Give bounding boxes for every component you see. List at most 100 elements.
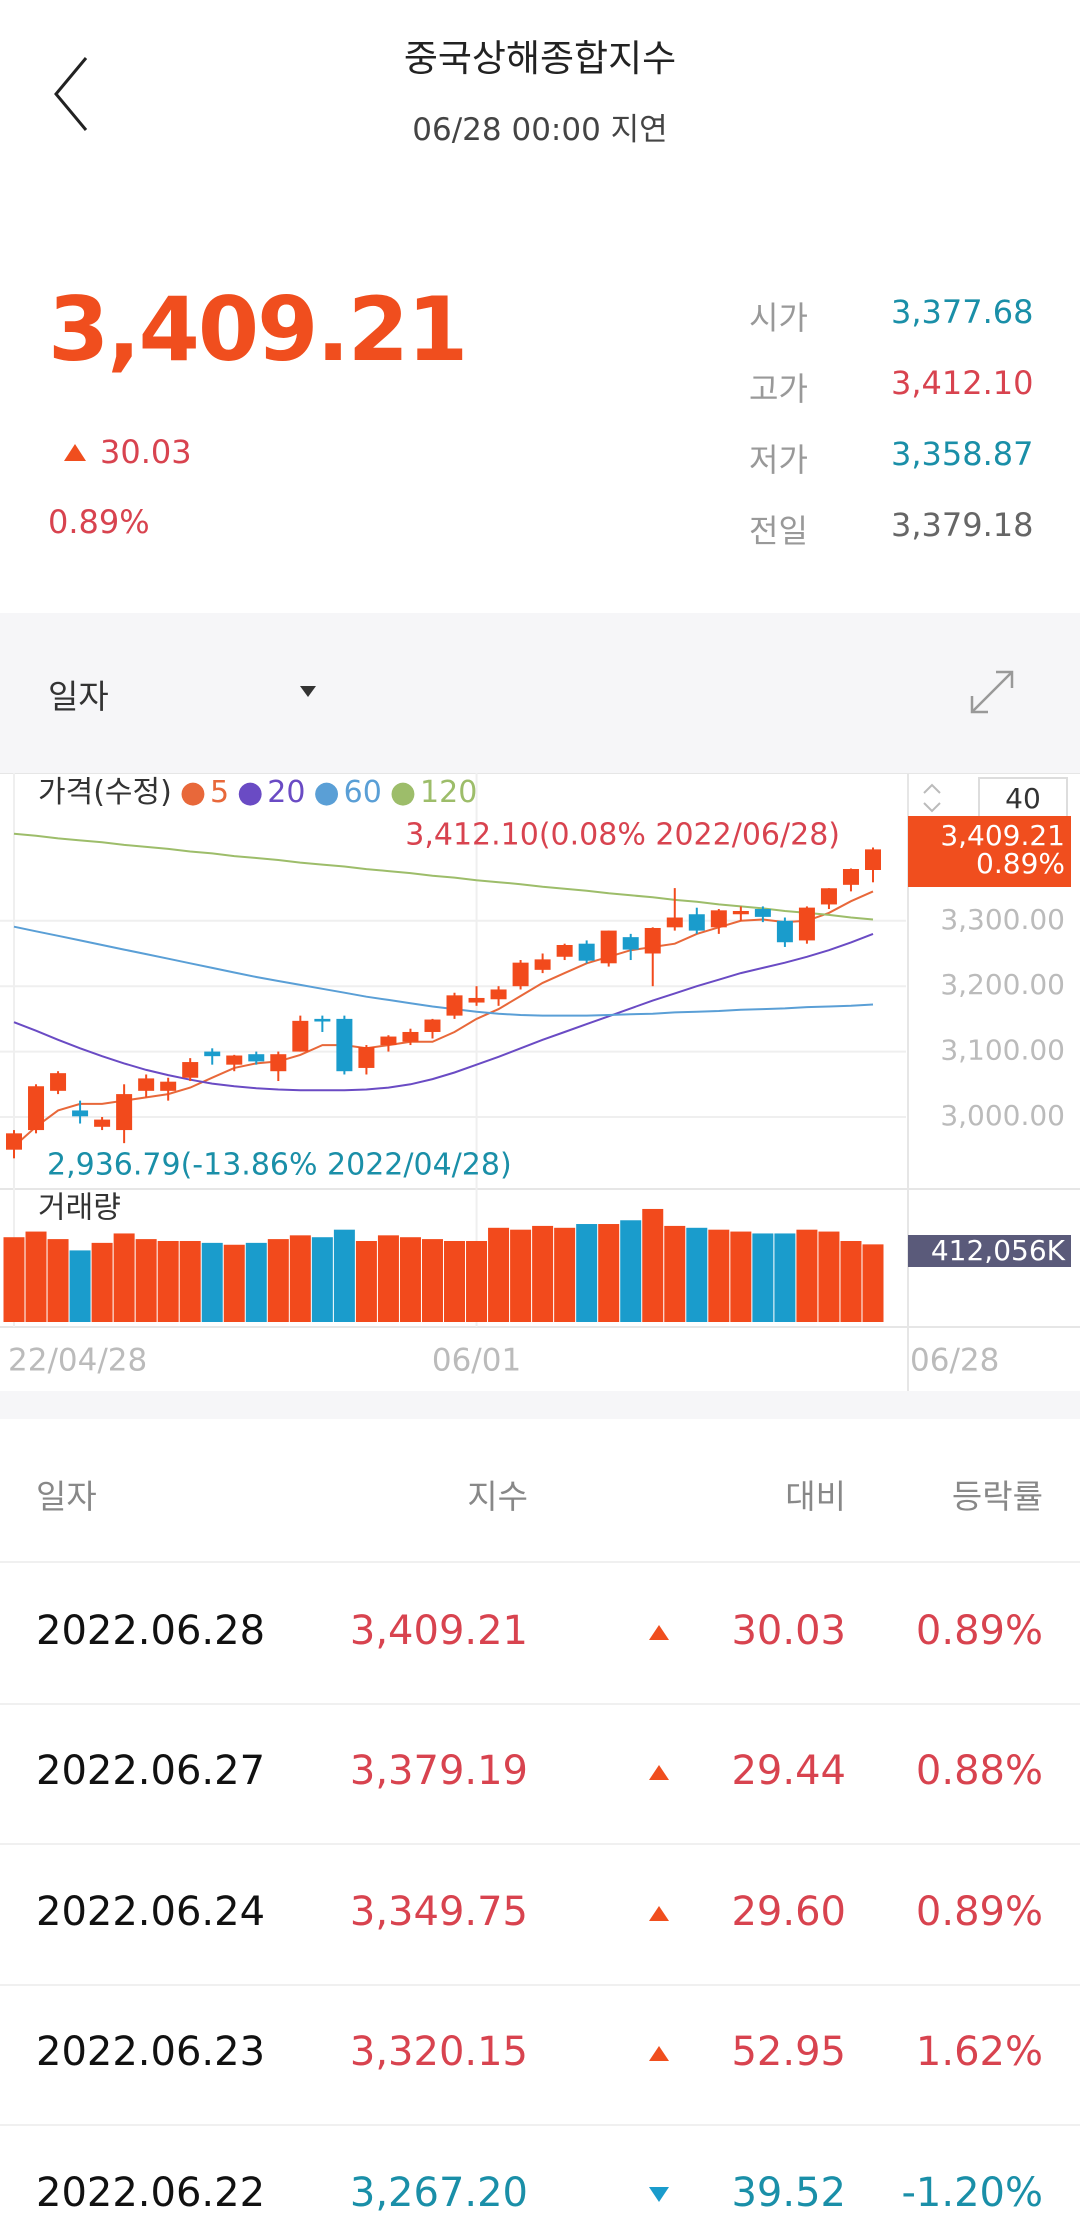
volume-bar: [47, 1239, 69, 1322]
volume-bar: [311, 1237, 333, 1322]
candle-body: [732, 910, 749, 915]
cell: 29.60: [731, 1889, 846, 1935]
cell: 30.03: [731, 1608, 846, 1654]
legend-dot: ●: [313, 775, 339, 810]
candle-body: [842, 869, 859, 885]
x-tick-label: 22/04/28: [8, 1343, 147, 1379]
legend-title: 가격(수정): [38, 775, 172, 810]
volume-bar: [686, 1227, 708, 1322]
candle-body: [72, 1110, 89, 1117]
candle-body: [578, 943, 595, 961]
candle-body: [798, 907, 815, 941]
volume-bar: [399, 1237, 421, 1322]
period-select[interactable]: 일자: [48, 677, 109, 716]
candle-body: [116, 1094, 133, 1131]
cell: 3,409.21: [349, 1608, 528, 1654]
chart-toolbar: [0, 613, 1080, 773]
volume-bar: [377, 1235, 399, 1322]
cell: 52.95: [731, 2029, 846, 2075]
price: 3,409.21: [48, 278, 468, 381]
cell: 0.88%: [915, 1748, 1043, 1794]
cell: 2022.06.27: [36, 1748, 266, 1794]
row-separator: [0, 2124, 1080, 2126]
volume-bar: [444, 1240, 466, 1322]
stat-value: 3,412.10: [891, 364, 1034, 402]
cell: 29.44: [731, 1748, 846, 1794]
volume-bar: [488, 1227, 510, 1322]
volume-bar: [510, 1229, 532, 1322]
candle-body: [380, 1036, 397, 1046]
volume-bar: [223, 1244, 245, 1322]
candle-body: [820, 888, 837, 905]
candle-body: [160, 1081, 177, 1091]
row-separator: [0, 1984, 1080, 1986]
expand-button[interactable]: [968, 668, 1016, 716]
volume-bar: [620, 1220, 642, 1322]
volume-bar: [355, 1240, 377, 1322]
stat-value: 3,358.87: [891, 435, 1034, 473]
y-tick-label: 3,300.00: [940, 903, 1065, 936]
candle-body: [292, 1020, 309, 1052]
candle-body: [50, 1073, 67, 1091]
volume-bar: [157, 1240, 179, 1322]
candle-body: [754, 909, 771, 917]
cell: 1.62%: [915, 2029, 1043, 2075]
volume-bar: [554, 1227, 576, 1322]
y-tick-label: 3,000.00: [940, 1099, 1065, 1132]
volume-bar: [267, 1239, 289, 1322]
candle-body: [490, 989, 507, 1000]
volume-bar: [113, 1233, 135, 1322]
volume-bar: [642, 1208, 664, 1322]
legend-name: 60: [344, 775, 382, 810]
candle-body: [28, 1086, 45, 1131]
stat-label: 전일: [749, 512, 808, 550]
candle-body: [270, 1054, 287, 1072]
volume-badge-value: 412,056K: [931, 1234, 1066, 1267]
volume-label: 거래량: [38, 1191, 121, 1226]
candle-body: [512, 962, 529, 987]
candle-body: [644, 927, 661, 954]
candle-body: [556, 944, 573, 957]
subtitle: 06/28 00:00 지연: [412, 112, 668, 148]
legend-name: 120: [420, 775, 477, 810]
candle-body: [6, 1133, 22, 1150]
up-arrow: [649, 2046, 669, 2061]
y-tick-label: 3,100.00: [940, 1034, 1065, 1067]
candle-body: [446, 995, 463, 1016]
chart: 3,000.00 3,100.00 3,200.00 3,300.00 22/04/28…: [0, 773, 1080, 1391]
up-arrow: [649, 1625, 669, 1640]
candle-body: [600, 930, 617, 964]
volume-bar: [730, 1231, 752, 1322]
volume-bar: [69, 1250, 91, 1322]
volume-bar: [179, 1240, 201, 1322]
zoom-value: 40: [1005, 782, 1041, 815]
dropdown-arrow[interactable]: [300, 686, 316, 697]
volume-bar: [818, 1231, 840, 1322]
cell: 0.89%: [915, 1889, 1043, 1935]
volume-bar: [201, 1242, 223, 1322]
ma-line: [13, 832, 874, 921]
volume-bar: [532, 1225, 554, 1322]
cell: -1.20%: [901, 2170, 1043, 2216]
column-header: 지수: [467, 1477, 528, 1516]
price-badge: [908, 816, 1071, 887]
row-separator: [0, 1843, 1080, 1845]
legend-name: 5: [210, 775, 229, 810]
candle-body: [468, 997, 485, 1003]
candle-body: [776, 920, 793, 943]
back-button[interactable]: [52, 56, 92, 132]
volume-bar: [598, 1224, 620, 1322]
cell: 3,349.75: [349, 1889, 528, 1935]
legend-dot: ●: [237, 775, 263, 810]
cell: 3,379.19: [349, 1748, 528, 1794]
zoom-down: [923, 802, 941, 813]
volume-bar: [840, 1240, 862, 1322]
stat-label: 저가: [749, 441, 808, 479]
legend: 가격(수정) ● 5 ● 20 ● 60 ● 120: [38, 775, 477, 810]
candle-body: [666, 917, 683, 928]
candle-body: [710, 910, 727, 928]
ma-line: [13, 890, 874, 1148]
volume-bar: [576, 1224, 598, 1322]
